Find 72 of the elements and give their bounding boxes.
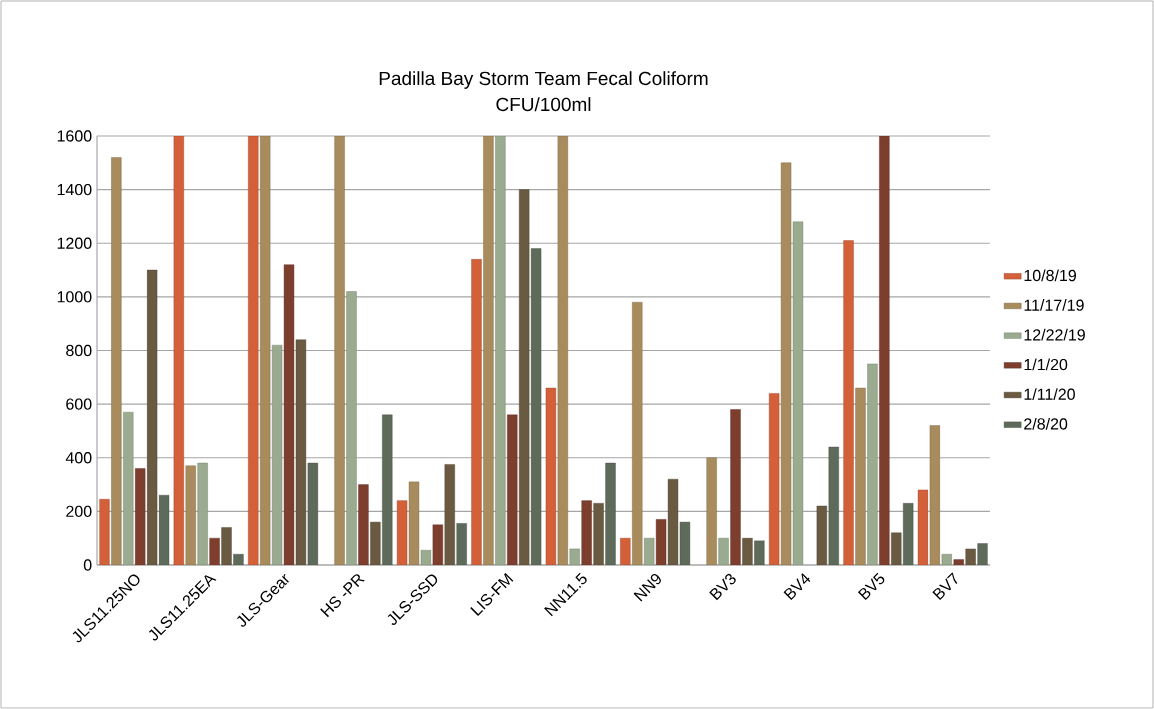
bar (382, 414, 393, 565)
bar (929, 425, 941, 565)
bar (742, 537, 753, 565)
x-tick-label: BV5 (857, 572, 885, 601)
legend-label: 2/8/20 (1024, 417, 1068, 430)
y-tick-label: 600 (66, 398, 92, 410)
bar (432, 524, 443, 565)
bar (248, 135, 259, 565)
bar (706, 457, 717, 565)
y-tick-label: 0 (83, 559, 92, 571)
bar (471, 259, 482, 565)
bar (260, 135, 271, 565)
bar (283, 264, 295, 565)
y-tick-label: 1200 (57, 237, 92, 249)
legend-label: 10/8/19 (1024, 269, 1076, 282)
bar (843, 240, 854, 565)
bar (644, 537, 655, 565)
bar (111, 157, 122, 565)
y-tick-label: 1600 (57, 130, 92, 142)
bar (569, 548, 580, 565)
bar (519, 189, 530, 565)
y-tick-label: 800 (66, 344, 92, 357)
bar (867, 363, 878, 565)
bar (507, 414, 518, 565)
bar (197, 462, 208, 565)
bar (420, 550, 432, 565)
bar (185, 465, 196, 565)
bar (221, 527, 232, 565)
bar (557, 135, 568, 565)
bar (780, 162, 792, 565)
bar (655, 519, 667, 565)
x-tick-label: BV4 (783, 573, 811, 601)
bar (941, 554, 952, 565)
y-tick-label: 400 (65, 452, 92, 464)
bar (632, 302, 643, 565)
y-tick-label: 1000 (57, 291, 92, 303)
bar (593, 503, 604, 565)
bar (483, 135, 494, 565)
bar (816, 505, 828, 565)
bar (295, 339, 307, 565)
bar (891, 532, 902, 565)
y-tick-label: 1400 (57, 183, 92, 196)
chart-title: Padilla Bay Storm Team Fecal Coliform (379, 71, 708, 89)
bar (953, 559, 964, 565)
legend-label: 1/11/20 (1024, 388, 1075, 400)
x-tick-label: HS -PR (320, 574, 365, 618)
bar (965, 548, 976, 565)
bar (408, 481, 420, 565)
bar (581, 500, 592, 565)
bar (855, 387, 866, 565)
legend-label: 1/1/20 (1024, 358, 1068, 371)
bar (718, 537, 729, 565)
bar (792, 221, 804, 565)
bar (879, 135, 890, 565)
legend-label: 12/22/19 (1024, 328, 1085, 341)
bar (667, 478, 679, 565)
bar (370, 521, 381, 565)
bar (334, 135, 345, 565)
legend-label: 11/17/19 (1024, 299, 1084, 311)
bar (358, 484, 369, 565)
bar (135, 468, 146, 565)
bar (209, 537, 220, 565)
bar (271, 344, 283, 565)
x-tick-label: BV3 (709, 573, 736, 601)
bar (444, 464, 455, 565)
y-tick-label: 200 (66, 505, 92, 518)
bar (495, 135, 506, 565)
bar (346, 291, 357, 565)
bar (123, 411, 134, 565)
bar (730, 409, 741, 565)
bar (146, 269, 158, 565)
chart-subtitle: CFU/100ml (496, 97, 591, 112)
